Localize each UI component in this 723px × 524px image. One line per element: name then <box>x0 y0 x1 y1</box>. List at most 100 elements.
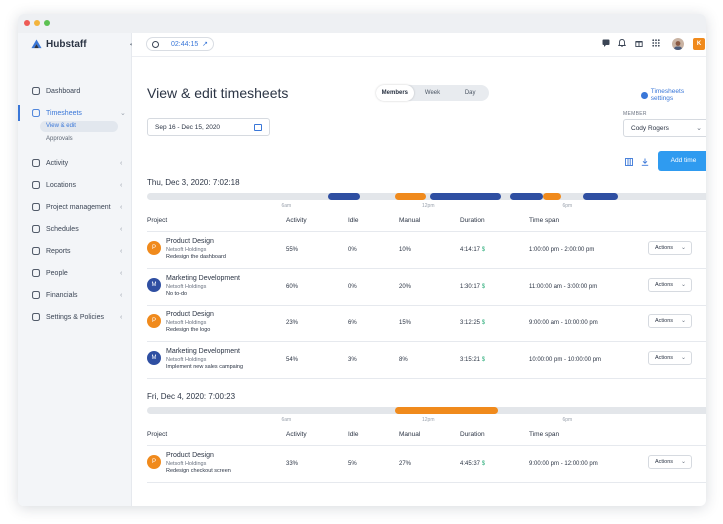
org-avatar[interactable]: K <box>693 38 705 50</box>
table-row: P Product Design Netsoft Holdings Redesign … <box>147 232 706 268</box>
tab-members[interactable]: Members <box>376 85 414 101</box>
actions-dropdown[interactable]: Actions ⌄ <box>648 277 692 292</box>
table-row: P Product Design Netsoft Holdings Redesign … <box>147 305 706 341</box>
timeline-segment[interactable] <box>328 193 361 200</box>
billable-dollar-icon: $ <box>481 320 486 326</box>
column-header: Project <box>147 217 168 224</box>
column-header: Project <box>147 431 168 438</box>
sidebar-item-project-management[interactable]: Project management ‹ <box>18 199 132 215</box>
date-range-picker[interactable]: Sep 16 - Dec 15, 2020 <box>147 118 270 136</box>
clock-icon <box>32 109 40 117</box>
timespan-value: 9:00:00 am - 10:00:00 pm <box>529 320 598 326</box>
timeline-segment[interactable] <box>395 193 426 200</box>
timeline-tick: 6am <box>281 417 292 423</box>
billable-dollar-icon: $ <box>481 356 486 363</box>
chevron-icon: ‹ <box>120 247 123 255</box>
timeline-segment[interactable] <box>395 407 499 414</box>
timespan-value: 9:00:00 pm - 12:00:00 pm <box>529 461 598 467</box>
column-header: Manual <box>399 217 421 224</box>
maximize-window-button[interactable] <box>44 20 50 26</box>
chat-icon[interactable] <box>602 39 610 47</box>
table-row: M Marketing Development Netsoft Holdings Im… <box>147 342 706 378</box>
timer-widget[interactable]: 02:44:15 ↗ <box>146 37 214 51</box>
download-icon[interactable] <box>641 158 649 166</box>
add-time-button[interactable]: Add time <box>658 151 706 171</box>
idle-value: 5% <box>348 461 357 467</box>
sidebar: Hubstaff Dashboard Timesheets ⌄ Activity ‹ Lo… <box>18 33 132 506</box>
people-icon <box>32 269 40 277</box>
minimize-window-button[interactable] <box>34 20 40 26</box>
timeline-segment[interactable] <box>509 193 543 200</box>
window-titlebar <box>18 14 706 33</box>
project-avatar: P <box>147 455 161 469</box>
row-divider <box>147 377 706 379</box>
member-select[interactable]: Cody Rogers ⌄ <box>623 119 706 137</box>
timeline-segment[interactable] <box>582 193 618 200</box>
idle-value: 0% <box>348 283 357 290</box>
activity-value: 33% <box>286 461 299 467</box>
project-avatar: P <box>147 241 161 255</box>
task-name: Redesign the dashboard <box>166 254 226 260</box>
actions-label: Actions <box>655 354 674 361</box>
sidebar-item-label: Dashboard <box>46 87 81 95</box>
sidebar-item-settings-policies[interactable]: Settings & Policies ‹ <box>18 309 132 325</box>
sidebar-subitem-approvals[interactable]: Approvals <box>46 136 73 142</box>
manual-value: 10% <box>399 247 412 253</box>
duration-cell: 3:15:21 $ <box>460 357 485 363</box>
billable-dollar-icon: $ <box>481 461 486 467</box>
duration-value: 3:15:21 <box>460 356 481 363</box>
chart-line-icon <box>32 159 40 167</box>
stopwatch-icon <box>152 40 159 48</box>
sidebar-item-schedules[interactable]: Schedules ‹ <box>18 221 132 237</box>
sidebar-item-label: Financials <box>46 291 78 299</box>
header-divider <box>147 445 706 446</box>
sidebar-item-label: Schedules <box>46 225 79 233</box>
chevron-down-icon: ⌄ <box>696 125 702 132</box>
task-name: Redesign checkout screen <box>166 468 231 474</box>
timeline-tick: 12pm <box>422 417 435 423</box>
sidebar-item-activity[interactable]: Activity ‹ <box>18 155 132 171</box>
actions-dropdown[interactable]: Actions ⌄ <box>648 241 692 255</box>
actions-dropdown[interactable]: Actions ⌄ <box>648 350 692 365</box>
timesheets-settings-link[interactable]: Timesheets settings <box>641 88 706 102</box>
row-divider <box>147 482 706 483</box>
timespan-value: 11:00:00 am - 3:00:00 pm <box>529 283 598 290</box>
date-range-value: Sep 16 - Dec 15, 2020 <box>155 124 221 131</box>
sidebar-item-financials[interactable]: Financials ‹ <box>18 287 132 303</box>
bell-icon[interactable] <box>618 39 626 47</box>
chevron-icon: ‹ <box>120 181 123 189</box>
member-value: Cody Rogers <box>631 125 669 132</box>
apps-grid-icon[interactable] <box>652 39 660 47</box>
expand-arrow-icon[interactable]: ↗ <box>202 41 208 48</box>
timeline-segment[interactable] <box>430 193 501 200</box>
actions-label: Actions <box>655 245 674 251</box>
sidebar-item-people[interactable]: People ‹ <box>18 265 132 281</box>
close-window-button[interactable] <box>24 20 30 26</box>
actions-label: Actions <box>655 281 674 288</box>
activity-value: 55% <box>286 247 299 253</box>
actions-dropdown[interactable]: Actions ⌄ <box>648 455 692 469</box>
actions-label: Actions <box>655 459 674 465</box>
user-avatar[interactable] <box>672 38 684 50</box>
timer-value: 02:44:15 <box>171 40 199 48</box>
sidebar-item-timesheets[interactable]: Timesheets ⌄ <box>18 105 132 121</box>
sidebar-item-label: Activity <box>46 159 69 167</box>
gift-icon[interactable] <box>635 39 643 47</box>
day-header: Fri, Dec 4, 2020: 7:00:23 <box>147 392 235 401</box>
timeline-segment[interactable] <box>542 193 562 200</box>
dollar-icon <box>32 291 40 299</box>
sidebar-item-locations[interactable]: Locations ‹ <box>18 177 132 193</box>
tab-week[interactable]: Week <box>424 90 441 96</box>
sidebar-subitem-view-edit[interactable]: View & edit <box>40 121 118 132</box>
sidebar-item-dashboard[interactable]: Dashboard <box>18 83 132 99</box>
column-header: Duration <box>460 431 485 438</box>
gear-icon <box>641 91 648 99</box>
activity-value: 60% <box>286 283 299 290</box>
app-logo[interactable]: Hubstaff <box>31 39 87 50</box>
sidebar-item-reports[interactable]: Reports ‹ <box>18 243 132 259</box>
columns-icon[interactable] <box>625 158 633 166</box>
actions-dropdown[interactable]: Actions ⌄ <box>648 314 692 328</box>
timeline-tick: 6pm <box>562 417 573 423</box>
chevron-icon: ‹ <box>120 313 123 321</box>
tab-day[interactable]: Day <box>464 90 476 96</box>
